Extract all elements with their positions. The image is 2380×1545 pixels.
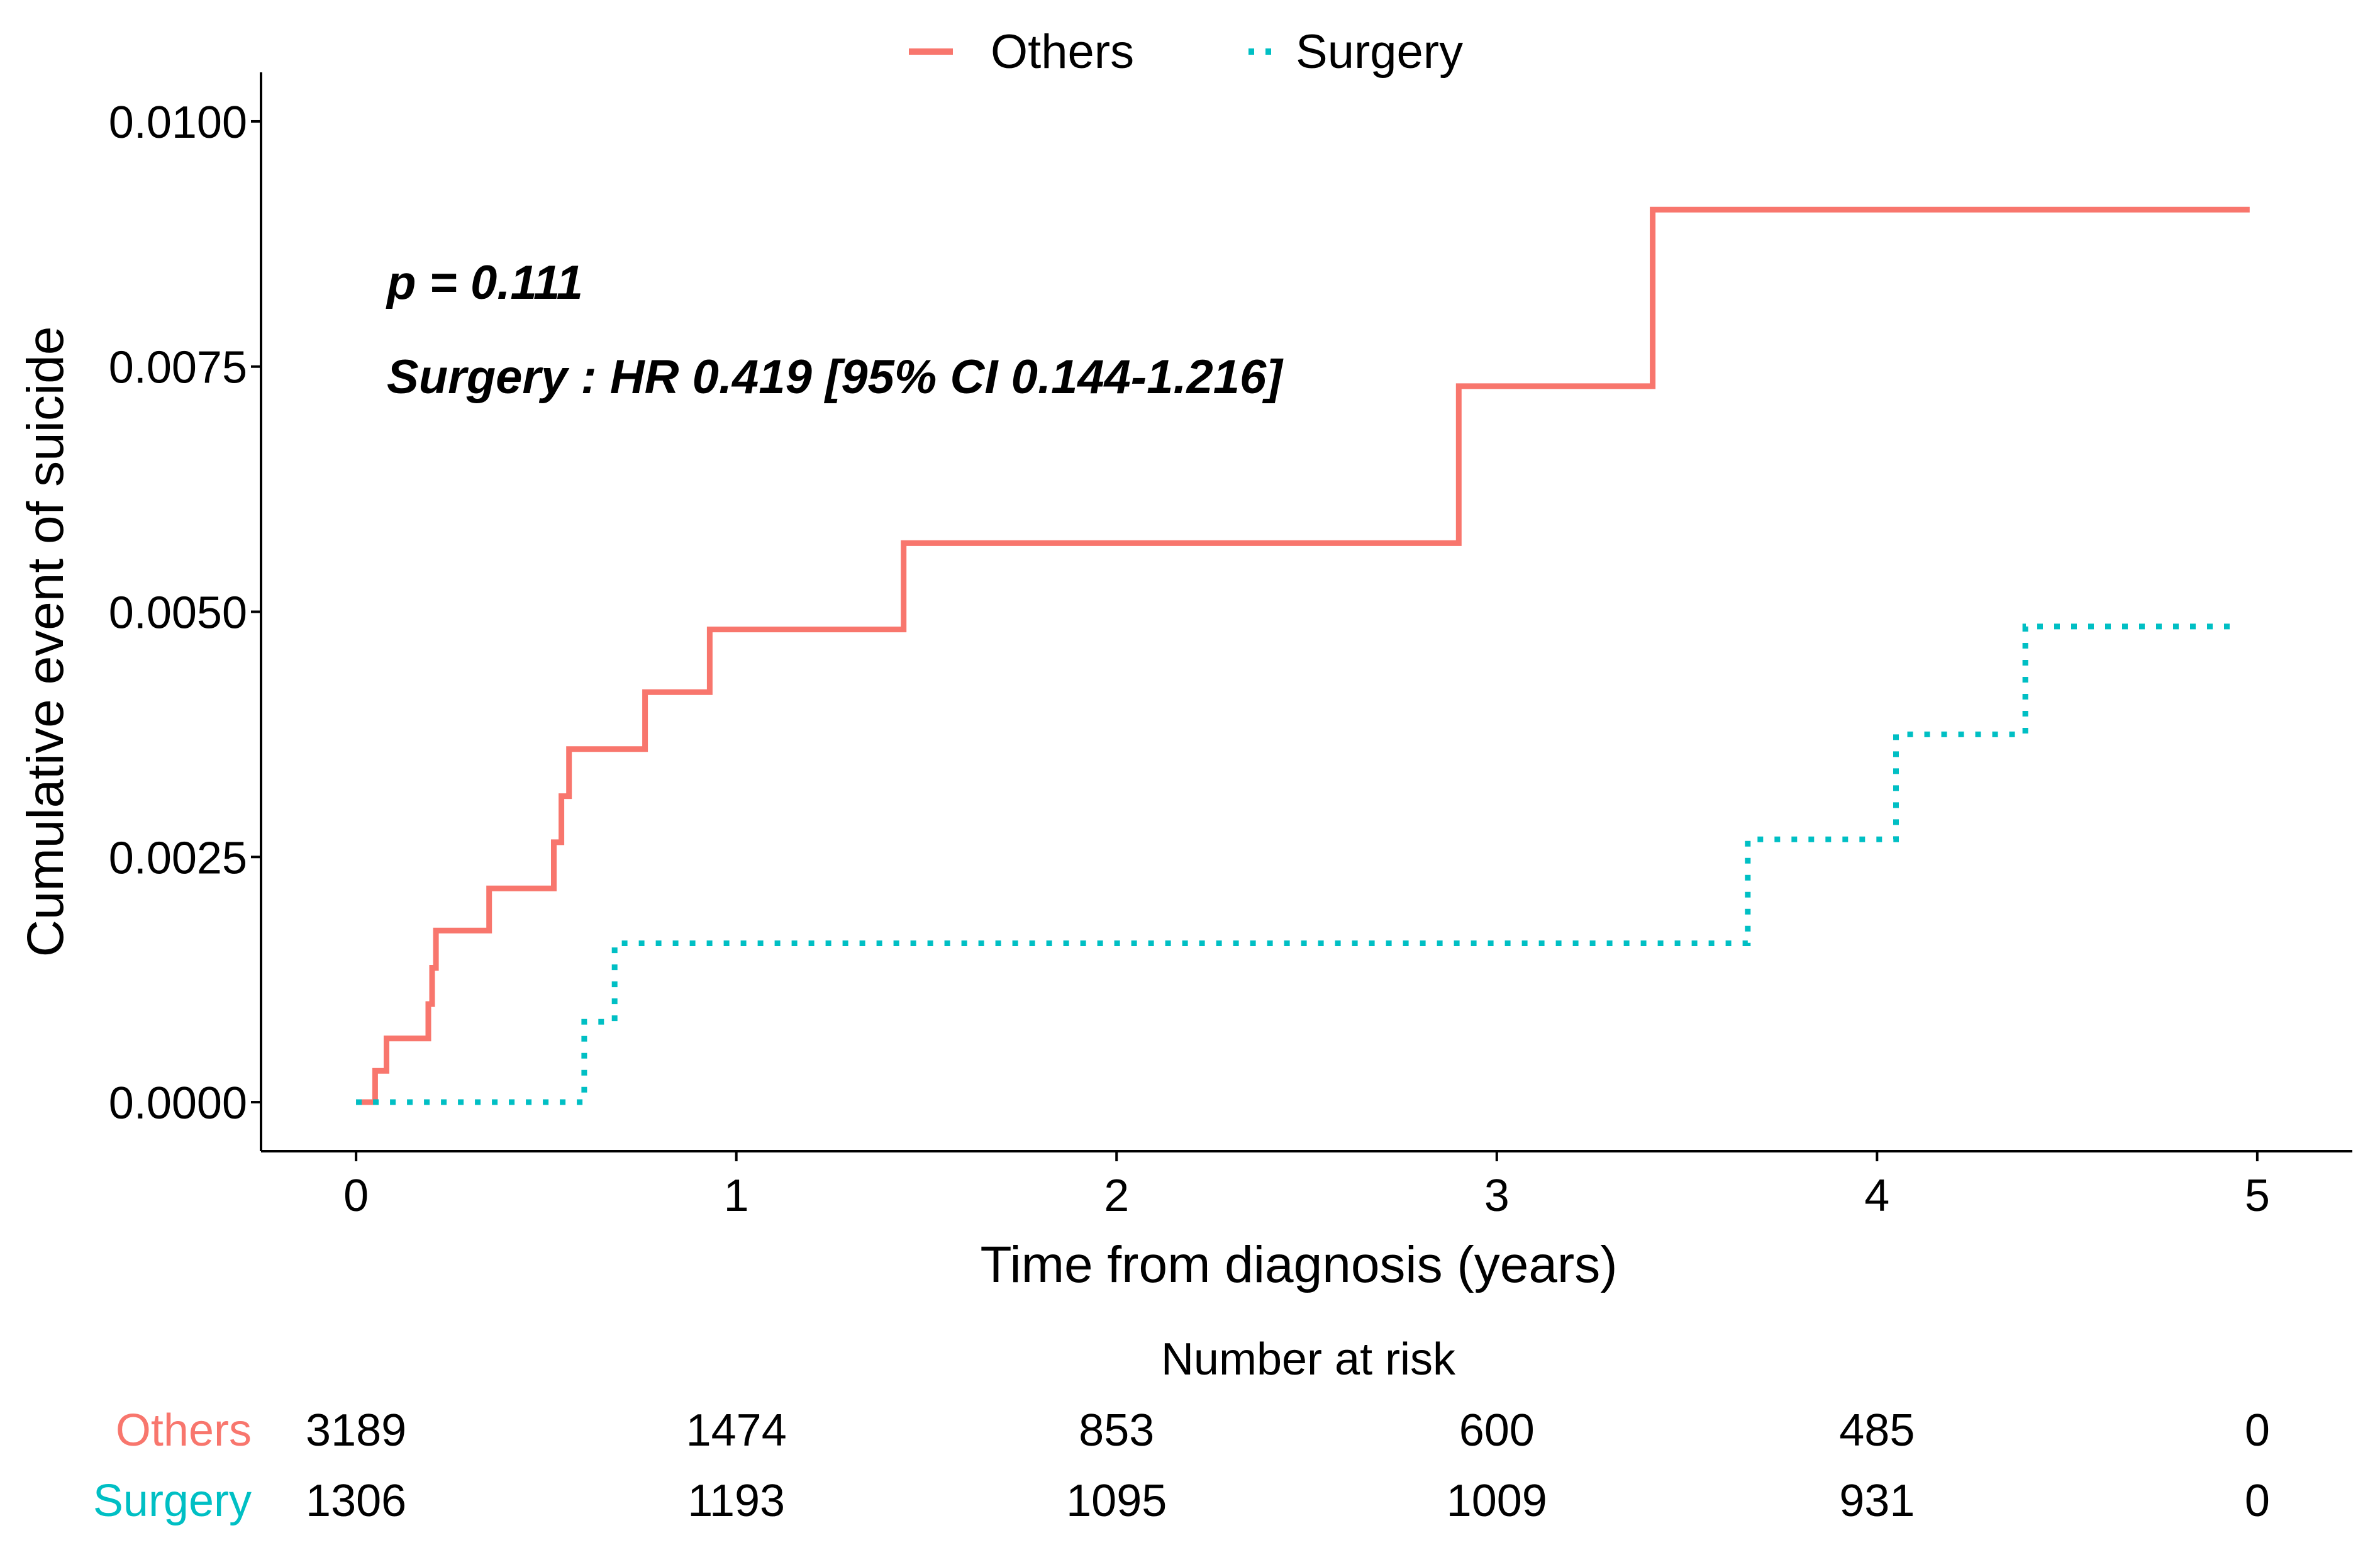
y-tick-label: 0.0075 <box>109 343 247 393</box>
x-tick-label: 4 <box>1864 1171 1889 1221</box>
risk-row-label-others: Others <box>116 1405 252 1456</box>
risk-cell: 1306 <box>306 1476 406 1526</box>
risk-cell: 1009 <box>1447 1476 1547 1526</box>
risk-cell: 1193 <box>687 1476 785 1526</box>
risk-cell: 0 <box>2245 1405 2270 1456</box>
x-axis-label: Time from diagnosis (years) <box>980 1236 1617 1293</box>
y-tick-label: 0.0100 <box>109 98 247 148</box>
risk-table: Number at risk Others 3189 1474 853 600 485 0 Su… <box>93 1334 2270 1526</box>
y-tick-label: 0.0025 <box>109 833 247 883</box>
risk-cell: 3189 <box>306 1405 406 1456</box>
risk-table-title: Number at risk <box>1161 1334 1456 1385</box>
legend-label-others: Others <box>991 25 1134 79</box>
y-tick-label: 0.0050 <box>109 588 247 639</box>
x-tick-label: 2 <box>1104 1171 1129 1221</box>
legend-label-surgery: Surgery <box>1296 25 1463 79</box>
axes: 0.0000 0.0025 0.0050 0.0075 0.0100 0 1 2 3 4 5 <box>109 72 2352 1221</box>
risk-cell: 600 <box>1459 1405 1535 1456</box>
series-line-surgery <box>356 623 2238 1105</box>
x-tick-label: 5 <box>2245 1171 2270 1221</box>
plot-area: 0.0000 0.0025 0.0050 0.0075 0.0100 0 1 2 3 4 5 p =… <box>109 72 2352 1221</box>
x-tick-label: 1 <box>724 1171 749 1221</box>
hazard-ratio-annotation: Surgery : HR 0.419 [95% CI 0.144-1.216] <box>387 350 1284 404</box>
x-tick-label: 3 <box>1484 1171 1510 1221</box>
x-tick-label: 0 <box>343 1171 369 1221</box>
risk-cell: 1095 <box>1066 1476 1167 1526</box>
y-tick-label: 0.0000 <box>109 1078 247 1129</box>
series-line-others <box>356 206 2250 1105</box>
risk-cell: 485 <box>1839 1405 1915 1456</box>
annotations: p = 0.111 Surgery : HR 0.419 [95% CI 0.14… <box>386 256 1284 404</box>
risk-cell: 0 <box>2245 1476 2270 1526</box>
p-value-annotation: p = 0.111 <box>386 256 583 310</box>
legend: Others Surgery <box>909 25 1463 79</box>
risk-row-label-surgery: Surgery <box>93 1476 252 1526</box>
risk-cell: 853 <box>1079 1405 1154 1456</box>
risk-cell: 931 <box>1839 1476 1915 1526</box>
y-axis-label: Cumulative event of suicide <box>17 326 74 957</box>
series-lines <box>356 206 2250 1105</box>
risk-cell: 1474 <box>686 1405 787 1456</box>
